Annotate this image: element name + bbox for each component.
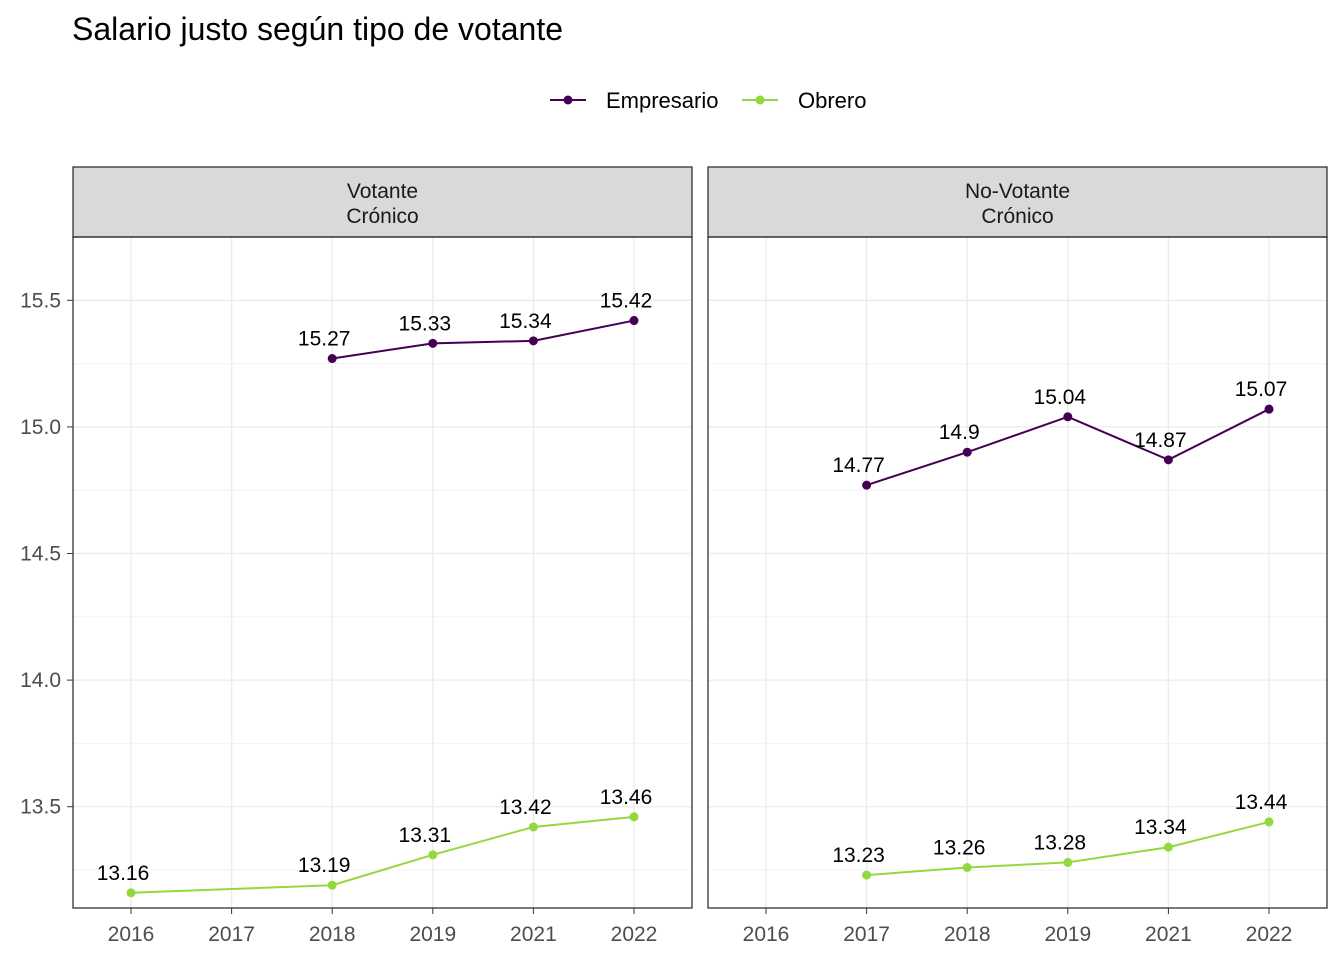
data-point-obrero — [327, 880, 337, 890]
data-point-obrero — [1264, 817, 1274, 827]
y-axis: 13.5 14.0 14.5 15.0 15.5 — [20, 289, 73, 819]
data-point-obrero — [528, 822, 538, 832]
data-label-empresario: 15.42 — [600, 290, 653, 313]
data-label-obrero: 13.31 — [399, 824, 452, 847]
legend-label-empresario: Empresario — [606, 88, 718, 113]
legend-item-empresario: Empresario — [550, 88, 718, 113]
data-point-empresario — [327, 354, 337, 364]
y-tick-label: 14.5 — [20, 543, 61, 566]
data-label-obrero: 13.44 — [1235, 791, 1288, 814]
x-tick-label: 2019 — [409, 923, 456, 946]
data-point-empresario — [528, 336, 538, 346]
data-point-obrero — [862, 870, 872, 880]
data-label-empresario: 15.27 — [298, 328, 351, 351]
strip-label: No-Votante — [965, 180, 1070, 203]
legend: Empresario Obrero — [550, 88, 866, 113]
data-point-empresario — [1163, 455, 1173, 465]
data-label-empresario: 15.07 — [1235, 378, 1288, 401]
legend-label-obrero: Obrero — [798, 88, 866, 113]
x-tick-label: 2019 — [1044, 923, 1091, 946]
data-point-obrero — [126, 888, 136, 898]
data-point-empresario — [962, 447, 972, 457]
data-point-empresario — [1063, 412, 1073, 422]
legend-marker-obrero — [755, 95, 765, 105]
data-label-empresario: 14.77 — [832, 454, 885, 477]
strip-label: Crónico — [981, 205, 1053, 228]
strip-background — [72, 166, 693, 238]
x-tick-label: 2021 — [510, 923, 557, 946]
y-tick-label: 14.0 — [20, 669, 61, 692]
panel-border — [707, 236, 1328, 909]
data-label-obrero: 13.23 — [832, 844, 885, 867]
x-tick-label: 2018 — [944, 923, 991, 946]
strip-label: Votante — [347, 180, 418, 203]
data-label-empresario: 15.33 — [399, 312, 452, 335]
strip-label: Crónico — [346, 205, 418, 228]
x-tick-label: 2016 — [743, 923, 790, 946]
data-label-obrero: 13.46 — [600, 786, 653, 809]
chart-title: Salario justo según tipo de votante — [72, 11, 563, 47]
data-point-obrero — [1063, 857, 1073, 867]
y-tick-label: 15.5 — [20, 289, 61, 312]
data-point-empresario — [428, 338, 438, 348]
strip-background — [707, 166, 1328, 238]
data-point-obrero — [428, 850, 438, 860]
panel-border — [72, 236, 693, 909]
x-tick-label: 2022 — [611, 923, 658, 946]
data-label-obrero: 13.34 — [1134, 816, 1187, 839]
x-tick-label: 2018 — [309, 923, 356, 946]
data-point-obrero — [629, 812, 639, 822]
data-point-empresario — [1264, 404, 1274, 414]
data-label-empresario: 14.87 — [1134, 429, 1187, 452]
panel-background — [73, 237, 692, 908]
series-line-empresario — [332, 319, 635, 360]
x-tick-label: 2017 — [843, 923, 890, 946]
data-label-obrero: 13.42 — [499, 796, 552, 819]
data-point-empresario — [862, 480, 872, 490]
x-tick-label: 2016 — [108, 923, 155, 946]
y-tick-label: 13.5 — [20, 796, 61, 819]
data-label-empresario: 15.04 — [1034, 386, 1087, 409]
panel-background — [708, 237, 1327, 908]
data-label-empresario: 14.9 — [939, 421, 980, 444]
legend-marker-empresario — [563, 95, 573, 105]
data-point-obrero — [1163, 842, 1173, 852]
data-point-obrero — [962, 862, 972, 872]
data-label-obrero: 13.19 — [298, 854, 351, 877]
x-tick-label: 2017 — [208, 923, 255, 946]
data-point-empresario — [629, 316, 639, 326]
legend-item-obrero: Obrero — [742, 88, 866, 113]
data-label-obrero: 13.26 — [933, 836, 986, 859]
data-label-obrero: 13.16 — [97, 862, 150, 885]
x-tick-label: 2022 — [1246, 923, 1293, 946]
y-tick-label: 15.0 — [20, 416, 61, 439]
data-label-empresario: 15.34 — [499, 310, 552, 333]
x-tick-label: 2021 — [1145, 923, 1192, 946]
data-label-obrero: 13.28 — [1034, 831, 1087, 854]
